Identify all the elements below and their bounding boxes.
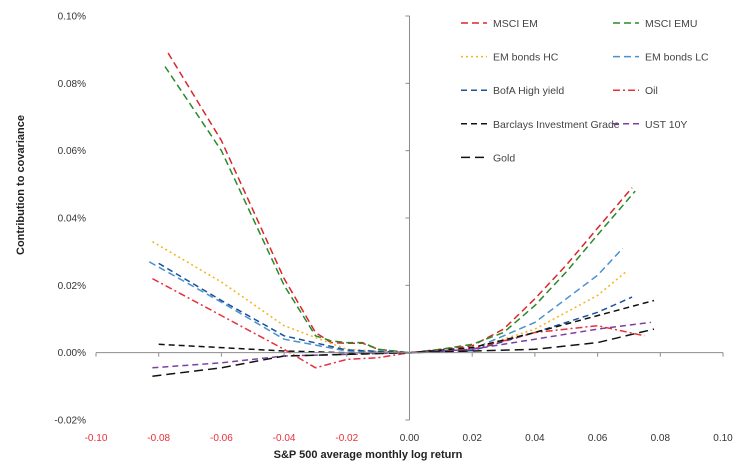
x-tick-label: -0.10	[85, 433, 108, 444]
legend-label-bofa-high-yield: BofA High yield	[493, 85, 564, 97]
legend-label-em-bonds-hc: EM bonds HC	[493, 52, 559, 64]
series-layer	[148, 52, 655, 377]
series-line-barclays-investment-grade	[158, 299, 655, 354]
legend-label-ust-10y: UST 10Y	[645, 119, 687, 131]
x-tick-label: 0.00	[400, 433, 420, 444]
legend-label-em-bonds-lc: EM bonds LC	[645, 52, 709, 64]
legend-label-msci-emu: MSCI EMU	[645, 18, 698, 30]
x-tick-label: 0.02	[462, 433, 482, 444]
series-line-bofa-high-yield	[158, 262, 633, 354]
y-tick-label: -0.02%	[54, 416, 86, 427]
legend-label-oil: Oil	[645, 85, 658, 97]
x-tick-label: 0.04	[525, 433, 545, 444]
legend-label-barclays-investment-grade: Barclays Investment Grade	[493, 119, 620, 131]
y-tick-label: 0.00%	[58, 348, 86, 359]
series-line-oil	[152, 277, 645, 369]
legend-label-gold: Gold	[493, 152, 515, 164]
x-tick-label: -0.02	[335, 433, 358, 444]
y-tick-label: 0.04%	[58, 214, 86, 225]
legend: MSCI EM MSCI EMU EM bonds HC EM bonds LC Bof…	[461, 18, 709, 164]
legend-label-msci-em: MSCI EM	[493, 18, 538, 30]
y-axis-title: Contribution to covariance	[15, 115, 27, 255]
series-line-ust-10y	[152, 321, 651, 369]
x-tick-label: -0.06	[210, 433, 233, 444]
series-line-msci-emu	[164, 66, 636, 354]
x-tick-label: 0.06	[588, 433, 608, 444]
series-line-msci-em	[167, 52, 633, 354]
x-tick-label: 0.08	[651, 433, 671, 444]
x-tick-label: 0.10	[713, 433, 733, 444]
y-tick-label: 0.06%	[58, 146, 86, 157]
y-tick-label: 0.10%	[58, 12, 86, 23]
axes-layer: -0.02% 0.00% 0.02% 0.04% 0.06% 0.08% 0.10% -0.1…	[54, 12, 733, 445]
x-tick-label: -0.04	[273, 433, 296, 444]
y-tick-label: 0.08%	[58, 79, 86, 90]
y-tick-label: 0.02%	[58, 281, 86, 292]
x-axis-title: S&P 500 average monthly log return	[274, 449, 463, 461]
x-tick-label: -0.08	[147, 433, 170, 444]
